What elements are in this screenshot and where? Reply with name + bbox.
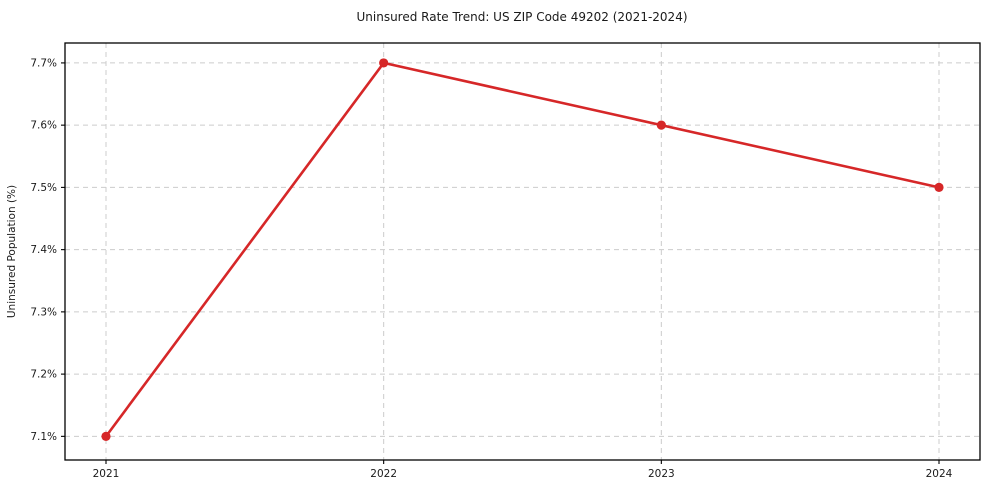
y-tick-label: 7.4% — [30, 244, 57, 256]
y-tick-label: 7.6% — [30, 120, 57, 132]
data-point-marker — [656, 120, 666, 130]
plot-border — [64, 42, 981, 461]
chart-title: Uninsured Rate Trend: US ZIP Code 49202 … — [356, 10, 687, 24]
grid-layer — [65, 43, 980, 460]
x-tick-label: 2023 — [648, 468, 675, 480]
trend-line — [104, 61, 941, 438]
x-tick-label: 2022 — [370, 468, 397, 480]
y-tick-label: 7.5% — [30, 182, 57, 194]
y-axis-title: Uninsured Population (%) — [6, 185, 18, 318]
x-tick-label: 2021 — [93, 468, 120, 480]
data-point-marker — [101, 431, 111, 441]
data-point-marker — [379, 58, 389, 68]
x-tick-label: 2024 — [926, 468, 953, 480]
data-layer — [101, 58, 944, 441]
y-tick-label: 7.1% — [30, 431, 57, 443]
axis-layer: 7.1% 7.2% 7.3% 7.4% 7.5% 7.6% 7.7% 2021 2022 2023… — [30, 57, 952, 480]
data-point-marker — [934, 182, 944, 192]
y-tick-label: 7.7% — [30, 57, 57, 69]
y-tick-label: 7.3% — [30, 306, 57, 318]
y-tick-label: 7.2% — [30, 369, 57, 381]
